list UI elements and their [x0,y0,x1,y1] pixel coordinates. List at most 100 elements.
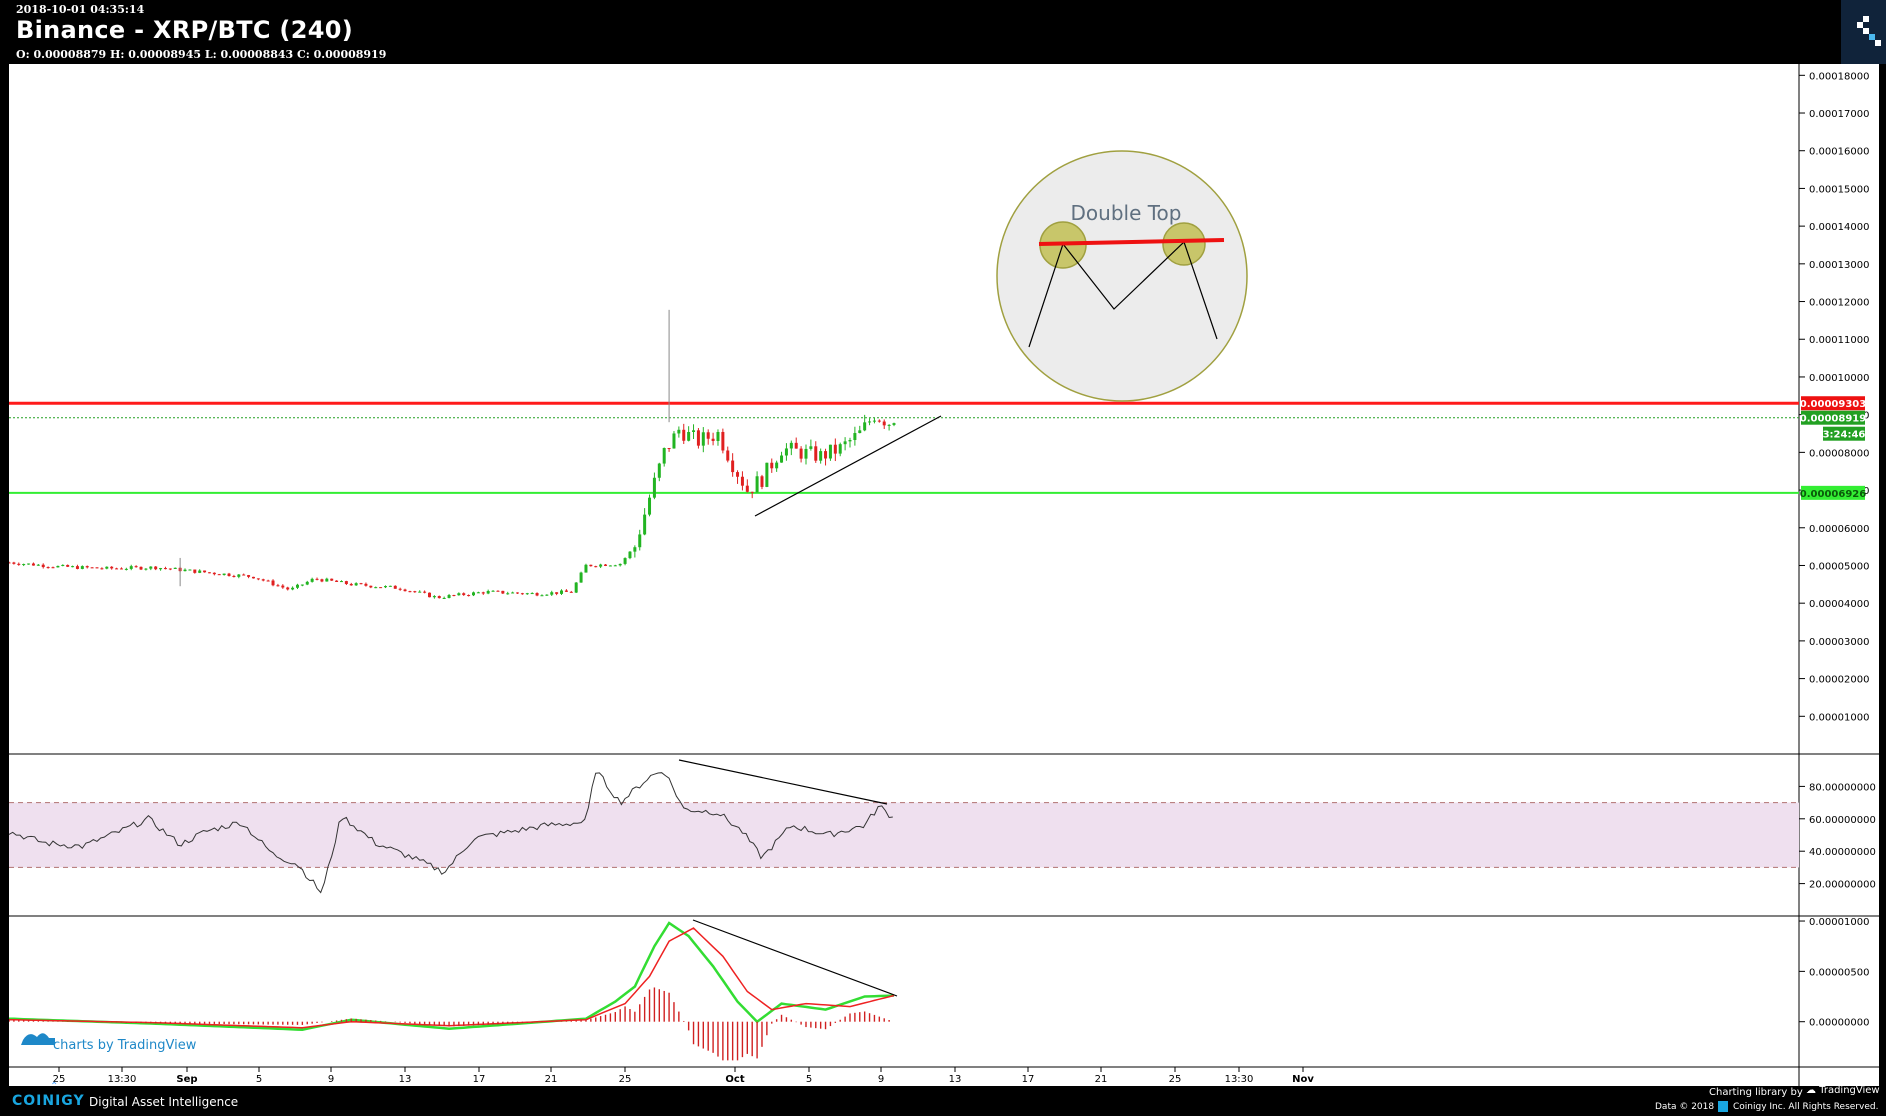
candle-body [604,564,608,566]
rsi-tick-label: 20.00000000 [1809,880,1876,891]
candle-body [740,476,744,486]
candle-body [27,563,31,565]
macd-signal-line [8,927,895,1029]
candle-body [413,591,417,593]
candle-body [144,568,148,570]
price-tick-label: 0.00018000 [1809,71,1869,82]
candle-body [168,568,172,570]
rsi-divergence-line[interactable] [678,759,888,805]
footer-tagline: Digital Asset Intelligence [89,1095,239,1109]
candle-body [159,568,163,570]
candle-body [555,592,559,594]
price-tick-label: 0.00013000 [1809,260,1869,271]
candle-body [765,462,769,487]
x-tick-label: 13 [949,1074,962,1085]
candle-body [638,534,642,548]
candle-body [868,421,872,423]
ascending-trendline[interactable] [754,415,942,517]
candle-body [173,567,177,569]
x-tick-label: Oct [725,1074,744,1085]
price-tick-label: 0.00003000 [1809,637,1869,648]
candle-body [364,583,368,586]
candle-body [633,547,637,552]
candle-body [388,585,392,587]
candle-body [119,568,123,570]
cloud-icon: ☁ [1806,1085,1816,1096]
price-tick-label: 0.00008000 [1809,448,1869,459]
candle-body [75,566,79,569]
macd-tick-label: 0.00001000 [1809,917,1869,928]
right-peak-marker [1162,222,1206,266]
candle-body [858,430,862,434]
double-top-annotation[interactable]: Double Top [996,150,1248,402]
data-copyright: Data © 2018 [1655,1102,1715,1112]
candle-body [95,567,99,569]
candle-body [511,592,515,594]
price-tick-label: 0.00004000 [1809,599,1869,610]
candle-body [80,566,84,569]
candle-body [66,564,70,567]
candle-body [657,463,661,478]
double-top-label: Double Top [1071,201,1182,225]
rsi-tick-label: 80.00000000 [1809,782,1876,793]
candle-body [22,564,26,566]
candle-body [46,567,50,569]
candle-body [403,589,407,592]
candle-body [281,585,285,588]
candle-body [203,570,207,573]
x-tick-label: Nov [1292,1074,1314,1085]
candle-body [481,592,485,594]
candle-body [520,593,524,595]
x-tick-label: 13:30 [108,1074,137,1085]
candle-body [750,491,754,493]
candle-body [863,422,867,431]
macd-divergence-line[interactable] [692,919,898,997]
candle-body [222,573,226,575]
macd-tick-label: 0.00000500 [1809,967,1869,978]
macd-tick-label: 0.00000000 [1809,1018,1869,1029]
tradingview-watermark[interactable]: charts by TradingView [21,1033,197,1053]
candle-body [339,581,343,583]
rights-text: Coinigy Inc. All Rights Reserved. [1733,1102,1879,1112]
svg-text:0.00008919: 0.00008919 [1800,414,1866,425]
candle-body [110,566,114,569]
rsi-tick-label: 60.00000000 [1809,815,1876,826]
candle-body [310,578,314,582]
candle-body [442,597,446,599]
candle-body [374,587,378,589]
candle-body [452,595,456,597]
candle-body [36,564,40,566]
candle-body [530,593,534,595]
chart-area[interactable]: 0.00018000 0.00017000 0.00016000 0.00015000… [7,64,1879,1086]
candle-body [129,566,133,569]
candle-body [692,430,696,432]
candle-body [887,424,891,426]
candle-body [330,578,334,581]
coinigy-brand[interactable]: COINIGY [12,1093,85,1109]
candle-body [613,565,617,567]
candle-body [540,595,544,597]
candle-body [423,591,427,593]
price-tick-label: 0.00006000 [1809,524,1869,535]
candle-body [696,430,700,446]
candle-body [706,432,710,439]
candle-body [437,596,441,599]
candle-body [379,587,383,589]
tradingview-cloud-icon [21,1033,55,1045]
candle-body [736,472,740,477]
price-tick-label: 0.00015000 [1809,184,1869,195]
candle-body [90,567,94,569]
x-tick-label: 5 [256,1074,262,1085]
x-tick-label: 17 [473,1074,486,1085]
candle-body [819,451,823,461]
candle-body [643,514,647,535]
candle-body [784,448,788,456]
candle-body [491,590,495,592]
chart-canvas[interactable]: 0.00018000 0.00017000 0.00016000 0.00015000… [7,64,1879,1086]
candle-body [383,586,387,588]
candle-body [662,447,666,464]
candle-body [41,564,45,568]
tradingview-footer-link[interactable]: ☁ TradingView [1806,1085,1880,1096]
candle-body [359,583,363,585]
coinigy-logo-icon[interactable] [1841,0,1886,64]
